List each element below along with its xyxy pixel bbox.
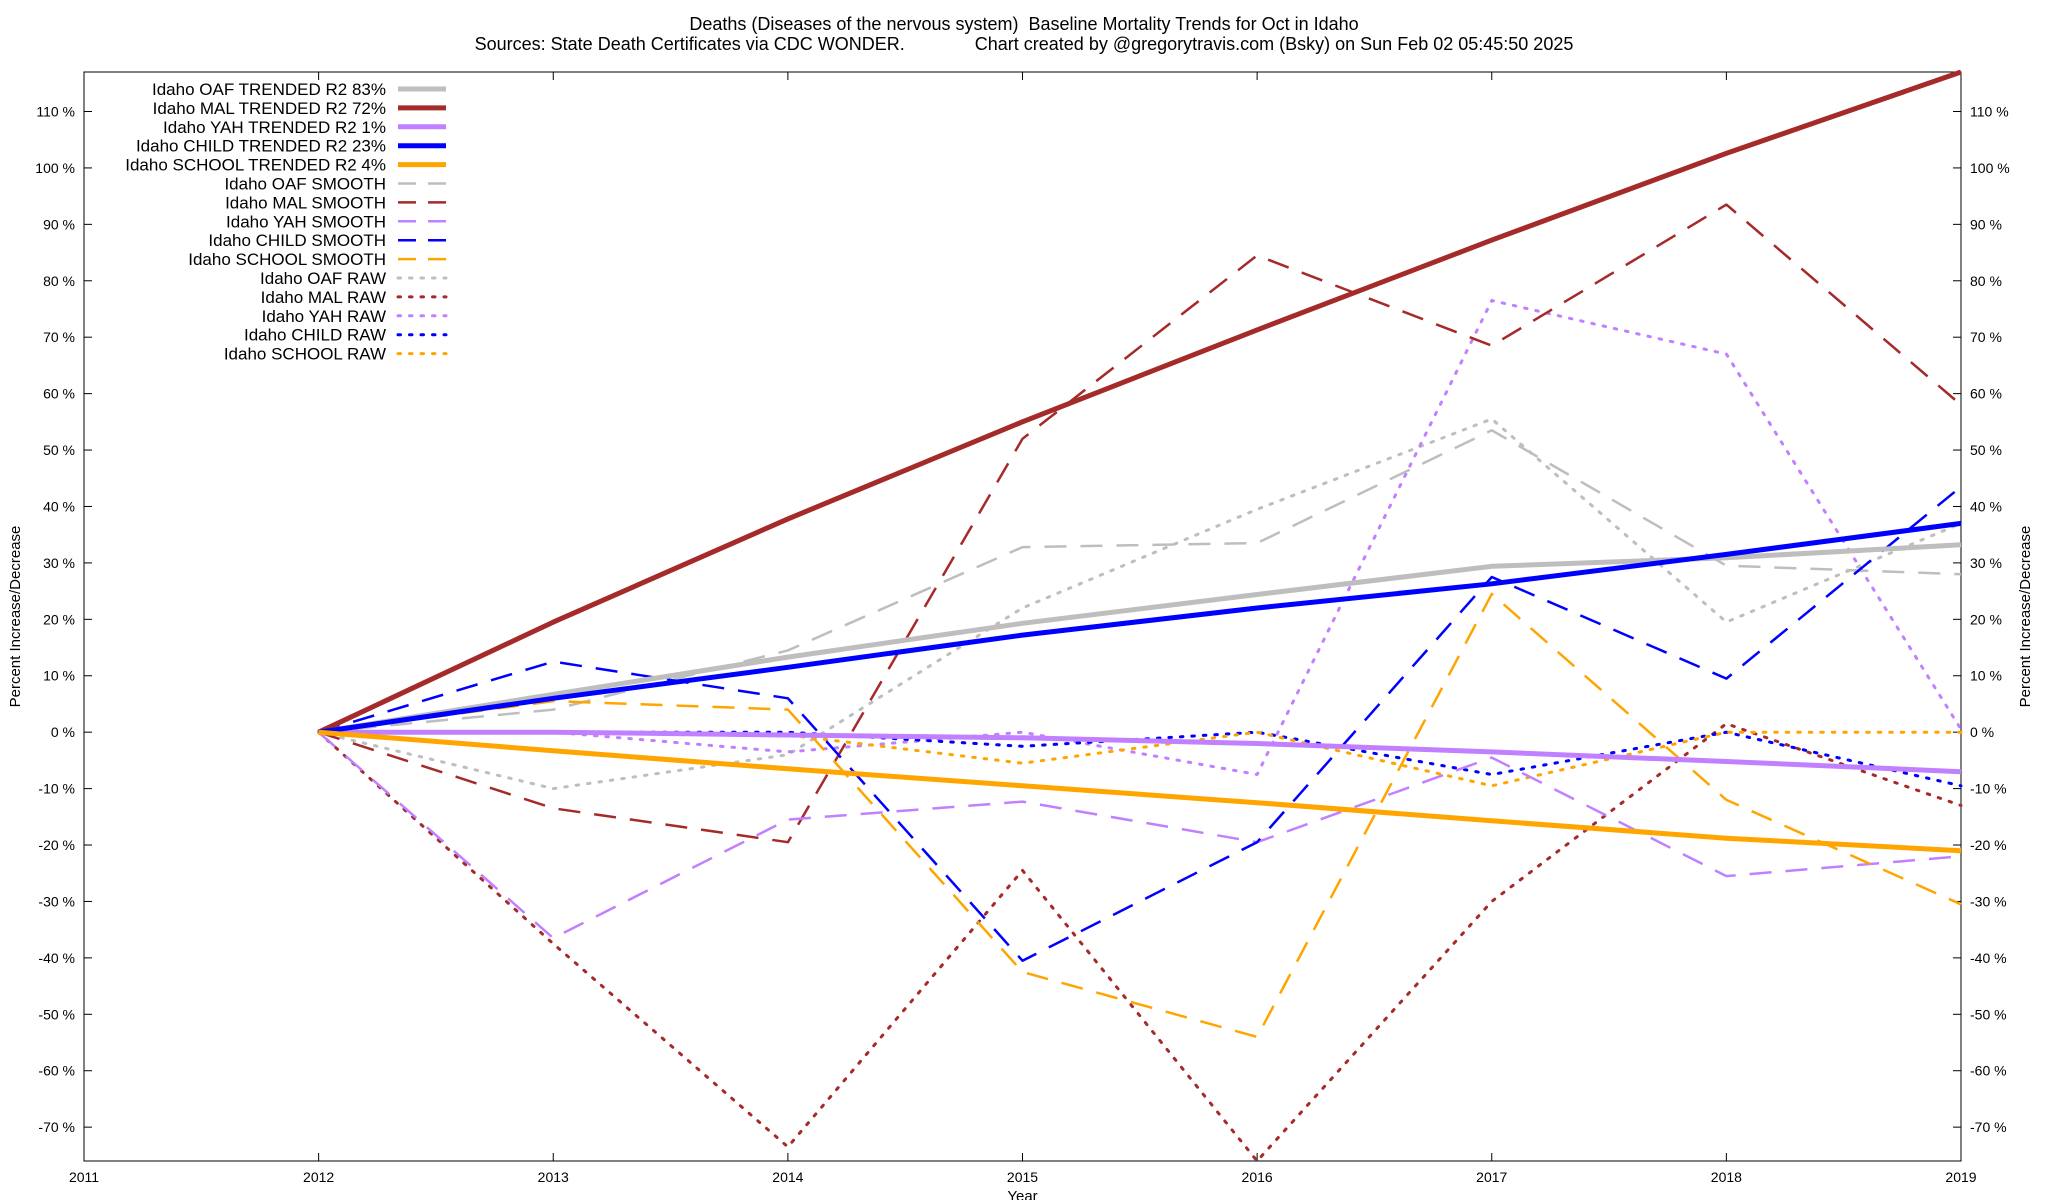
y2-tick-label: 0 % bbox=[1970, 724, 1994, 740]
y-tick-label: -20 % bbox=[38, 837, 75, 853]
y-tick-label: 0 % bbox=[51, 724, 75, 740]
series-line-4 bbox=[318, 729, 1962, 854]
legend-label-13: Idaho CHILD RAW bbox=[244, 326, 386, 345]
y-tick-label: -50 % bbox=[38, 1006, 75, 1022]
series-line-14 bbox=[317, 730, 1963, 788]
legend-label-7: Idaho YAH SMOOTH bbox=[226, 212, 386, 231]
y-tick-label: 20 % bbox=[43, 611, 75, 627]
series-line-3 bbox=[318, 520, 1962, 735]
legend-label-14: Idaho SCHOOL RAW bbox=[224, 345, 386, 364]
series-line-12 bbox=[317, 299, 1963, 776]
x-tick-label: 2015 bbox=[1007, 1169, 1038, 1185]
y-tick-label: 40 % bbox=[43, 498, 75, 514]
legend-label-1: Idaho MAL TRENDED R2 72% bbox=[153, 99, 386, 118]
x-tick-label: 2013 bbox=[538, 1169, 569, 1185]
x-tick-label: 2016 bbox=[1242, 1169, 1273, 1185]
y2-tick-label: 100 % bbox=[1970, 160, 2010, 176]
series-line-5 bbox=[318, 429, 1962, 734]
series-line-1 bbox=[317, 69, 1962, 735]
y-tick-label: 100 % bbox=[35, 160, 75, 176]
axis-ticks: 2011 2012 2013 2014 2015 2016 2017 2018 2019 110 … bbox=[35, 72, 2010, 1185]
series-lines bbox=[317, 69, 1963, 1163]
y-tick-label: -70 % bbox=[38, 1119, 75, 1135]
legend-label-11: Idaho MAL RAW bbox=[261, 288, 386, 307]
chart-title: Deaths (Diseases of the nervous system) … bbox=[689, 14, 1359, 34]
y-tick-label: 50 % bbox=[43, 442, 75, 458]
series-line-7 bbox=[317, 731, 1962, 940]
legend-label-2: Idaho YAH TRENDED R2 1% bbox=[163, 118, 386, 137]
x-axis-label: Year bbox=[1007, 1188, 1037, 1200]
x-tick-label: 2014 bbox=[772, 1169, 803, 1185]
y2-tick-label: 60 % bbox=[1970, 386, 2002, 402]
x-tick-label: 2018 bbox=[1711, 1169, 1742, 1185]
y2-tick-label: 110 % bbox=[1970, 103, 2009, 119]
y2-tick-label: 70 % bbox=[1970, 329, 2002, 345]
y2-tick-label: -60 % bbox=[1970, 1063, 2007, 1079]
y2-tick-label: -50 % bbox=[1970, 1006, 2007, 1022]
y2-tick-label: 90 % bbox=[1970, 216, 2002, 232]
y-tick-label: -60 % bbox=[38, 1063, 75, 1079]
series-line-6 bbox=[318, 203, 1962, 844]
y2-tick-label: -10 % bbox=[1970, 781, 2007, 797]
y2-tick-label: 80 % bbox=[1970, 273, 2002, 289]
y-tick-label: 10 % bbox=[43, 668, 75, 684]
y2-tick-label: 30 % bbox=[1970, 555, 2002, 571]
y2-tick-label: 50 % bbox=[1970, 442, 2002, 458]
series-line-10 bbox=[317, 417, 1963, 791]
x-tick-label: 2019 bbox=[1945, 1169, 1976, 1185]
x-tick-label: 2017 bbox=[1476, 1169, 1507, 1185]
y2-tick-label: -40 % bbox=[1970, 950, 2007, 966]
series-line-8 bbox=[318, 485, 1962, 962]
y2-tick-label: 20 % bbox=[1970, 611, 2002, 627]
series-line-0 bbox=[318, 542, 1962, 735]
y2-tick-label: -30 % bbox=[1970, 893, 2007, 909]
series-line-11 bbox=[317, 722, 1963, 1163]
legend-label-6: Idaho MAL SMOOTH bbox=[225, 193, 386, 212]
y-tick-label: 60 % bbox=[43, 386, 75, 402]
y2-tick-label: 40 % bbox=[1970, 498, 2002, 514]
y-tick-label: 30 % bbox=[43, 555, 75, 571]
x-tick-label: 2011 bbox=[69, 1169, 99, 1185]
legend-label-9: Idaho SCHOOL SMOOTH bbox=[188, 250, 386, 269]
y-tick-label: 70 % bbox=[43, 329, 75, 345]
y-tick-label: -30 % bbox=[38, 893, 75, 909]
y-axis-label: Percent Increase/Decrease bbox=[7, 526, 24, 708]
legend-label-4: Idaho SCHOOL TRENDED R2 4% bbox=[125, 156, 386, 175]
y2-tick-label: -20 % bbox=[1970, 837, 2007, 853]
chart-subtitle: Sources: State Death Certificates via CD… bbox=[474, 34, 1574, 54]
legend-label-12: Idaho YAH RAW bbox=[262, 307, 386, 326]
y-tick-label: 90 % bbox=[43, 216, 75, 232]
y2-tick-label: -70 % bbox=[1970, 1119, 2007, 1135]
legend-label-0: Idaho OAF TRENDED R2 83% bbox=[152, 80, 386, 99]
y2-axis-label: Percent Increase/Decrease bbox=[2017, 526, 2034, 708]
series-line-9 bbox=[318, 592, 1962, 1039]
legend: Idaho OAF TRENDED R2 83%Idaho MAL TRENDE… bbox=[125, 80, 448, 364]
legend-label-3: Idaho CHILD TRENDED R2 23% bbox=[136, 137, 386, 156]
legend-label-8: Idaho CHILD SMOOTH bbox=[208, 231, 386, 250]
y-tick-label: -10 % bbox=[38, 781, 75, 797]
y-tick-label: 80 % bbox=[43, 273, 75, 289]
y-tick-label: 110 % bbox=[36, 103, 75, 119]
y2-tick-label: 10 % bbox=[1970, 668, 2002, 684]
series-line-2 bbox=[318, 729, 1962, 775]
y-tick-label: -40 % bbox=[38, 950, 75, 966]
x-tick-label: 2012 bbox=[303, 1169, 334, 1185]
legend-label-10: Idaho OAF RAW bbox=[260, 269, 386, 288]
legend-label-5: Idaho OAF SMOOTH bbox=[224, 175, 386, 194]
